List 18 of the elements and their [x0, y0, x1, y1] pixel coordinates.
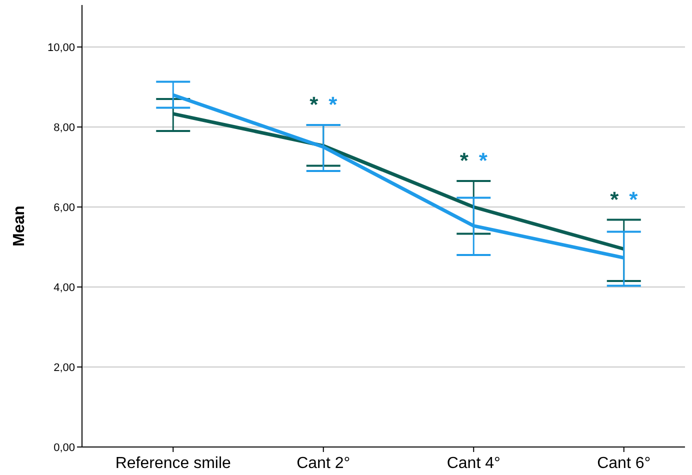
y-tick-label: 0,00 [54, 442, 75, 454]
y-tick-label: 2,00 [54, 362, 75, 374]
x-tick-label: Reference smile [115, 455, 232, 472]
y-axis-title: Mean [11, 206, 28, 246]
y-tick-label: 4,00 [54, 282, 75, 294]
annotation: * [478, 148, 488, 173]
x-tick-label: Cant 4° [446, 455, 500, 472]
y-tick-label: 8,00 [54, 122, 75, 134]
line-series [171, 112, 626, 251]
annotation: * [610, 186, 620, 212]
annotation: * [460, 148, 469, 173]
y-tick-label: 10,00 [47, 42, 75, 54]
x-tick-label: Cant 6° [597, 455, 651, 472]
annotation: * [629, 186, 638, 212]
annotation: * [310, 92, 319, 117]
annotation: * [328, 92, 338, 117]
y-tick-label: 6,00 [54, 202, 75, 214]
x-tick-label: Cant 2° [296, 455, 350, 472]
